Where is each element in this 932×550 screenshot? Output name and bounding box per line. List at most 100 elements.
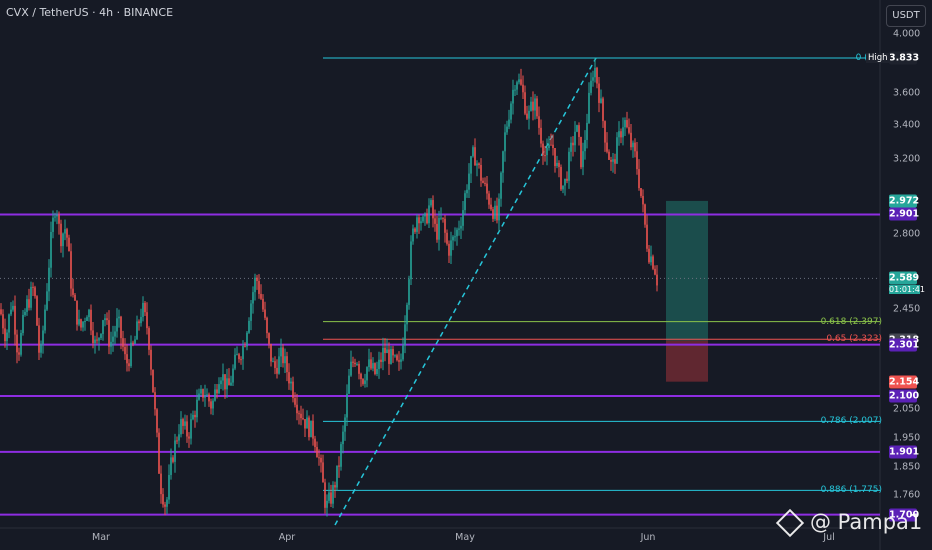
candle-body bbox=[420, 221, 422, 224]
candle-body bbox=[220, 380, 222, 385]
candle-body bbox=[466, 189, 468, 194]
candle-body bbox=[654, 268, 656, 275]
candle-body bbox=[312, 420, 314, 439]
candle-body bbox=[498, 198, 500, 221]
candle-body bbox=[530, 101, 532, 111]
candle-body bbox=[338, 465, 340, 467]
candle-body bbox=[620, 131, 622, 138]
candle-body bbox=[600, 98, 602, 103]
candle-body bbox=[200, 389, 202, 394]
candle-body bbox=[136, 321, 138, 340]
candle-body bbox=[334, 485, 336, 488]
candle-body bbox=[352, 361, 354, 363]
candle-body bbox=[446, 232, 448, 244]
candle-body bbox=[94, 339, 96, 344]
candle-body bbox=[472, 147, 474, 157]
candle-body bbox=[606, 142, 608, 152]
candle-body bbox=[272, 361, 274, 363]
price-tag: 1.700 bbox=[889, 508, 920, 522]
candle-body bbox=[388, 349, 390, 364]
candle-body bbox=[642, 195, 644, 205]
price-tag: 2.589 bbox=[889, 271, 920, 285]
candle-body bbox=[248, 320, 250, 333]
candle-body bbox=[580, 136, 582, 168]
candle-body bbox=[418, 217, 420, 224]
candle-body bbox=[172, 457, 174, 462]
candle-body bbox=[362, 378, 364, 384]
candle-body bbox=[268, 333, 270, 344]
candle-body bbox=[236, 354, 238, 356]
candle-body bbox=[318, 457, 320, 459]
candle-body bbox=[572, 142, 574, 146]
candle-body bbox=[46, 291, 48, 310]
candle-body bbox=[264, 309, 266, 318]
binance-logo-icon bbox=[775, 508, 805, 538]
candle-body bbox=[398, 360, 400, 362]
candle-body bbox=[256, 277, 258, 282]
candle-body bbox=[164, 504, 166, 507]
candle-body bbox=[254, 277, 256, 293]
candle-body bbox=[274, 361, 276, 368]
candle-body bbox=[226, 378, 228, 390]
watermark-text: @ Pampa1 bbox=[810, 510, 923, 534]
candle-body bbox=[342, 431, 344, 445]
candle-body bbox=[480, 164, 482, 181]
candle-body bbox=[202, 389, 204, 398]
candle-body bbox=[126, 354, 128, 364]
candle-body bbox=[74, 294, 76, 301]
candle-body bbox=[450, 240, 452, 256]
candle-body bbox=[516, 82, 518, 90]
candle-body bbox=[386, 349, 388, 354]
candle-body bbox=[174, 440, 176, 462]
candle-body bbox=[596, 67, 598, 84]
candle-body bbox=[514, 89, 516, 91]
candle-body bbox=[130, 342, 132, 367]
fib-level-label: 0.886 (1.775) bbox=[820, 485, 882, 496]
candle-body bbox=[452, 236, 454, 241]
candle-body bbox=[154, 392, 156, 410]
candle-body bbox=[222, 374, 224, 381]
fib-level-label: 0.786 (2.007) bbox=[820, 416, 882, 427]
candle-body bbox=[360, 373, 362, 379]
candle-body bbox=[102, 320, 104, 334]
candle-body bbox=[558, 162, 560, 167]
price-tag: 1.901 bbox=[889, 445, 920, 459]
candle-body bbox=[108, 320, 110, 347]
candle-body bbox=[92, 330, 94, 344]
candle-body bbox=[356, 363, 358, 365]
candle-body bbox=[540, 127, 542, 144]
candle-body bbox=[568, 151, 570, 181]
candle-body bbox=[324, 482, 326, 508]
candle-body bbox=[358, 363, 360, 374]
candle-body bbox=[628, 127, 630, 133]
candle-body bbox=[290, 381, 292, 384]
candle-body bbox=[406, 304, 408, 325]
candle-body bbox=[364, 380, 366, 384]
candle-body bbox=[314, 438, 316, 448]
candle-body bbox=[42, 330, 44, 345]
candle-body bbox=[50, 231, 52, 268]
candle-body bbox=[414, 228, 416, 232]
candle-body bbox=[98, 337, 100, 341]
candle-body bbox=[478, 163, 480, 165]
candle-body bbox=[112, 336, 114, 342]
candle-body bbox=[348, 375, 350, 394]
currency-button[interactable]: USDT bbox=[886, 5, 926, 27]
candle-body bbox=[70, 251, 72, 289]
candle-body bbox=[534, 98, 536, 111]
candle-body bbox=[300, 413, 302, 419]
candle-body bbox=[52, 217, 54, 232]
candle-body bbox=[76, 300, 78, 325]
candle-body bbox=[656, 274, 658, 286]
candle-body bbox=[148, 328, 150, 350]
candle-body bbox=[296, 404, 298, 414]
candle-body bbox=[286, 356, 288, 373]
fib-trend-line bbox=[334, 57, 597, 526]
candle-body bbox=[524, 92, 526, 114]
candle-body bbox=[116, 318, 118, 332]
candle-body bbox=[258, 281, 260, 294]
candle-body bbox=[234, 354, 236, 369]
price-tag: 2.301 bbox=[889, 338, 920, 352]
